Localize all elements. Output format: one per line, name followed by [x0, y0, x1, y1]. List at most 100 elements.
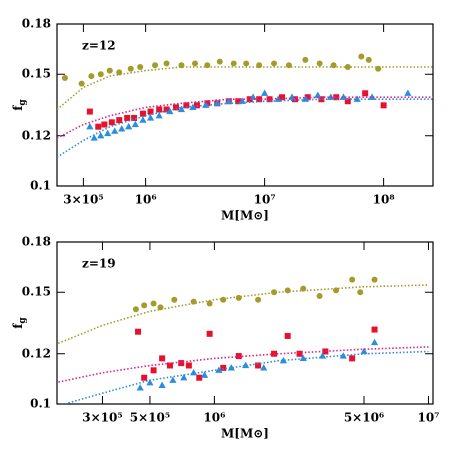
point — [206, 330, 213, 337]
x-tick-label: 10⁶ — [203, 411, 225, 425]
point — [349, 355, 356, 362]
point — [358, 53, 365, 60]
point — [163, 106, 170, 113]
plot — [57, 276, 429, 404]
point — [371, 326, 378, 333]
point — [166, 362, 173, 369]
point — [141, 374, 148, 381]
point — [357, 289, 364, 296]
point — [108, 119, 115, 126]
point — [90, 134, 98, 141]
fit-line — [57, 284, 429, 345]
point — [127, 65, 134, 72]
point — [150, 367, 157, 374]
point — [86, 108, 93, 115]
point — [131, 114, 138, 121]
point — [316, 292, 323, 299]
point — [360, 347, 368, 355]
point — [227, 364, 235, 371]
point — [260, 364, 268, 371]
point — [150, 300, 157, 307]
point — [279, 94, 286, 101]
point — [169, 376, 177, 383]
point — [368, 93, 376, 100]
frame — [56, 241, 434, 405]
point — [78, 80, 85, 87]
point — [362, 90, 369, 97]
point — [296, 350, 303, 357]
point — [118, 125, 126, 132]
point — [192, 60, 199, 67]
point — [318, 352, 327, 359]
point — [97, 71, 104, 78]
point — [271, 60, 278, 67]
y-axis-label-sub: g — [18, 99, 28, 106]
annotation: z=12 — [82, 39, 116, 53]
point — [147, 108, 154, 115]
y-tick-label: 0.1 — [30, 397, 51, 411]
point — [132, 306, 139, 313]
point — [159, 355, 166, 362]
point — [171, 296, 178, 303]
point — [139, 110, 146, 117]
point — [116, 117, 123, 124]
point — [255, 296, 262, 303]
point — [333, 287, 340, 294]
point — [314, 91, 322, 98]
point — [316, 60, 323, 67]
point — [284, 332, 291, 339]
point — [235, 98, 242, 105]
point — [243, 60, 250, 67]
point — [137, 63, 144, 70]
point — [158, 381, 166, 388]
point — [327, 93, 335, 100]
point — [339, 93, 348, 100]
point — [339, 352, 347, 359]
point — [156, 106, 163, 113]
point — [196, 374, 203, 381]
point — [333, 94, 340, 101]
fit-line — [57, 346, 429, 384]
point — [322, 348, 329, 355]
point — [155, 112, 163, 119]
point — [97, 131, 105, 139]
point — [104, 129, 112, 137]
point — [125, 122, 133, 130]
x-tick-label: 5×10⁵ — [130, 411, 170, 425]
point — [166, 107, 174, 115]
point — [266, 96, 273, 103]
fit-line — [57, 96, 433, 139]
point — [370, 338, 379, 346]
point — [246, 96, 253, 103]
y-tick-label: 0.12 — [22, 128, 51, 142]
point — [230, 60, 237, 67]
point — [220, 296, 227, 303]
point — [380, 102, 387, 109]
point — [101, 121, 108, 128]
panel: 3×10⁵ 10⁶ 10⁷ 10⁸ 0.1 0.12 0.15 0.18 M[M⊙] fg z=12 — [11, 17, 434, 223]
point — [349, 276, 356, 283]
point — [353, 95, 361, 102]
point — [146, 114, 155, 121]
y-tick-label: 0.15 — [22, 285, 51, 299]
point — [318, 96, 325, 103]
point — [204, 62, 211, 69]
point — [131, 120, 139, 128]
point — [189, 103, 197, 111]
point — [146, 378, 154, 386]
point — [300, 285, 307, 292]
frame — [56, 23, 434, 187]
x-tick-label: 10⁷ — [254, 193, 276, 207]
point — [302, 56, 309, 63]
point — [185, 362, 192, 369]
point — [111, 127, 119, 134]
point — [180, 373, 188, 381]
x-tick-label: 3×10⁵ — [63, 193, 103, 207]
point — [88, 73, 95, 80]
point — [235, 294, 242, 301]
x-tick-label: 10⁶ — [135, 193, 157, 207]
point — [242, 361, 250, 369]
point — [238, 97, 246, 104]
x-tick-label: 3×10⁵ — [82, 411, 122, 425]
